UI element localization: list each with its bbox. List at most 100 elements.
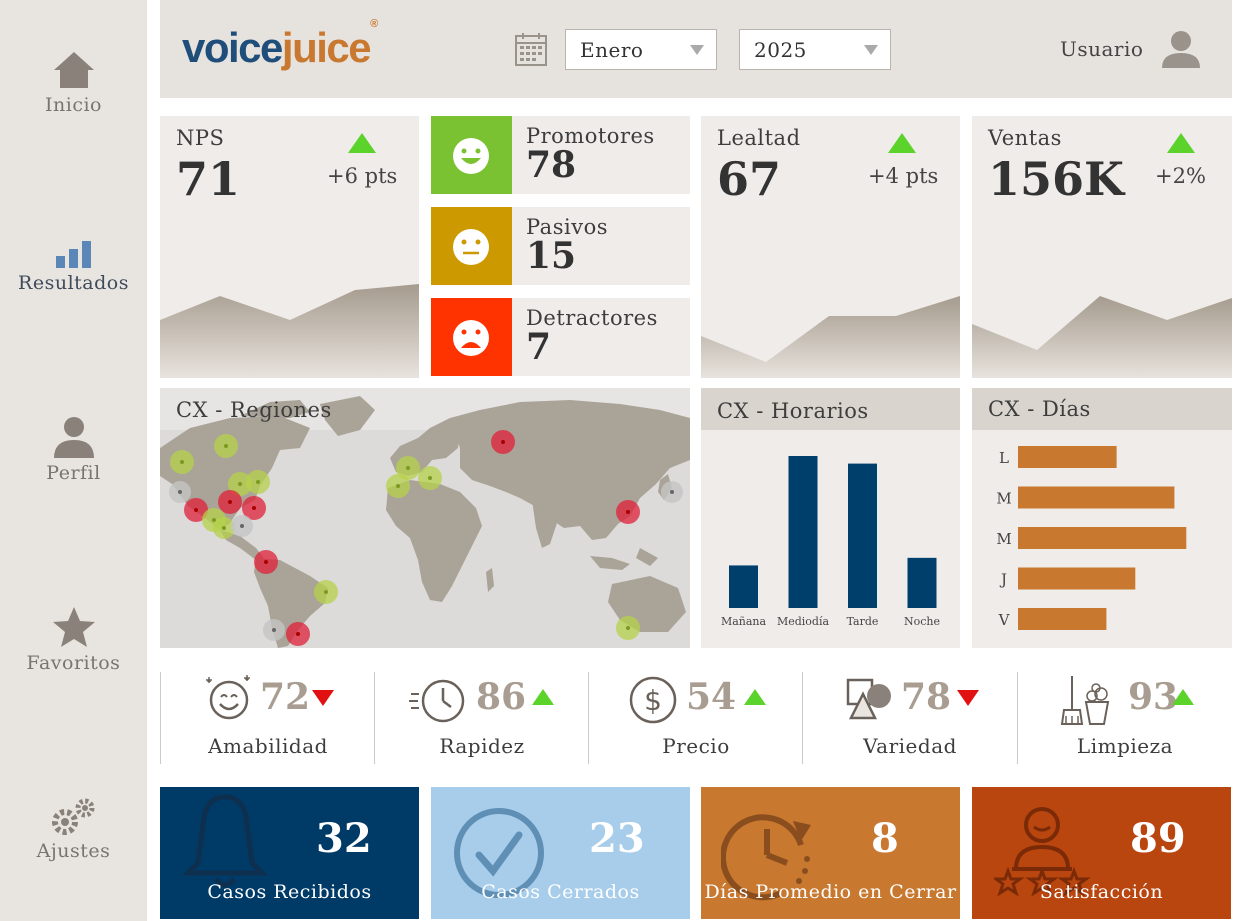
ventas-card[interactable]: Ventas 156K +2%	[972, 116, 1232, 378]
detractores-row[interactable]: Detractores 7	[431, 298, 690, 376]
clock-icon	[409, 679, 465, 723]
kpi-title: NPS	[176, 126, 225, 150]
horarios-panel[interactable]: CX - Horarios Mañana Mediodía Tarde Noche	[701, 388, 960, 648]
sidebar-item-inicio[interactable]: Inicio	[0, 50, 147, 116]
world-map	[160, 388, 690, 648]
metric-value: 72	[260, 676, 311, 718]
category-label: Mañana	[721, 615, 767, 628]
bar-day-3[interactable]	[1018, 567, 1136, 590]
star-icon	[52, 607, 95, 647]
happy-face-icon	[453, 138, 489, 174]
bar-day-4[interactable]	[1018, 608, 1107, 630]
kpi-title: Lealtad	[717, 126, 801, 150]
trend-up-icon	[532, 689, 554, 705]
category-label: Noche	[904, 615, 940, 628]
sidebar: Inicio Resultados Perfil Favoritos Ajust…	[0, 0, 147, 921]
tile-dias-promedio[interactable]: 8 Días Promedio en Cerrar	[701, 787, 960, 919]
pasivos-swatch	[431, 207, 512, 285]
np-label: Promotores	[526, 124, 655, 148]
nps-sparkline	[160, 284, 419, 378]
bar-chart-icon	[55, 241, 91, 268]
sidebar-item-label: Inicio	[45, 94, 102, 116]
bar-day-1[interactable]	[1018, 486, 1175, 509]
panel-title: CX - Regiones	[176, 398, 332, 422]
np-value: 78	[526, 144, 577, 186]
bar-mediodía[interactable]	[788, 456, 818, 608]
month-select[interactable]: Enero	[565, 29, 717, 70]
metric-value: 93	[1128, 676, 1179, 718]
svg-text:$: $	[644, 684, 662, 717]
dollar-icon: $	[629, 676, 677, 724]
user-icon	[53, 417, 94, 458]
np-value: 7	[526, 326, 552, 368]
day-label: J	[999, 571, 1007, 589]
panel-title: CX - Días	[988, 397, 1091, 421]
sad-face-icon	[453, 320, 489, 356]
dias-chart: L M M J V	[996, 446, 1187, 630]
metric-value: 78	[901, 676, 952, 718]
day-label: M	[996, 490, 1011, 508]
gears-icon	[51, 798, 94, 835]
np-label: Pasivos	[526, 215, 608, 239]
tile-casos-cerrados[interactable]: 23 Casos Cerrados	[431, 787, 690, 919]
panel-title: CX - Horarios	[717, 399, 869, 423]
metric-rapidez[interactable]: 86 Rapidez	[374, 672, 588, 764]
tile-label: Días Promedio en Cerrar	[704, 881, 957, 903]
nps-card[interactable]: NPS 71 +6 pts	[160, 116, 419, 378]
regions-map-panel[interactable]: CX - Regiones	[160, 388, 690, 648]
trend-up-icon	[744, 689, 766, 705]
tile-value: 89	[1130, 815, 1186, 862]
metric-label: Variedad	[863, 734, 957, 758]
chevron-down-icon	[690, 45, 704, 55]
tile-value: 32	[316, 815, 372, 862]
bar-day-2[interactable]	[1018, 527, 1187, 549]
metric-amabilidad[interactable]: 72 Amabilidad	[160, 672, 374, 764]
metric-label: Limpieza	[1076, 734, 1174, 758]
top-header: voicejuice® Enero 2025 Usuario	[160, 0, 1232, 98]
neutral-face-icon	[453, 229, 489, 265]
trend-down-icon	[957, 690, 979, 706]
metric-label: Precio	[662, 734, 730, 758]
year-select[interactable]: 2025	[739, 29, 891, 70]
trend-up-icon	[1172, 689, 1194, 705]
shapes-icon	[846, 678, 891, 720]
bar-day-0[interactable]	[1018, 446, 1117, 468]
metric-variedad[interactable]: 78 Variedad	[802, 672, 1016, 764]
clock-arrow-icon	[721, 814, 811, 901]
metric-precio[interactable]: $ 54 Precio	[588, 672, 802, 764]
tile-casos-recibidos[interactable]: 32 Casos Recibidos	[160, 787, 419, 919]
metric-label: Rapidez	[439, 734, 525, 758]
tile-label: Casos Cerrados	[481, 881, 640, 903]
bar-mañana[interactable]	[729, 565, 758, 608]
bar-noche[interactable]	[907, 557, 937, 608]
metric-limpieza[interactable]: 93 Limpieza	[1017, 672, 1231, 764]
metric-value: 86	[476, 676, 527, 718]
bar-tarde[interactable]	[848, 463, 877, 608]
day-label: L	[999, 449, 1009, 467]
sidebar-item-ajustes[interactable]: Ajustes	[0, 796, 147, 862]
kpi-value: 71	[176, 152, 241, 206]
day-label: M	[996, 530, 1011, 548]
metric-label: Amabilidad	[208, 734, 328, 758]
category-label: Tarde	[847, 615, 879, 628]
sidebar-item-perfil[interactable]: Perfil	[0, 414, 147, 484]
metric-value: 54	[686, 676, 737, 718]
home-icon	[53, 52, 94, 88]
trend-up-icon	[1167, 133, 1195, 153]
kpi-title: Ventas	[988, 126, 1062, 150]
user-avatar-icon[interactable]	[1160, 28, 1202, 70]
dias-panel[interactable]: CX - Días L M M J V	[972, 388, 1232, 648]
sidebar-item-label: Ajustes	[36, 840, 111, 862]
panel-header	[701, 388, 960, 430]
calendar-icon[interactable]	[515, 32, 547, 66]
brand-logo[interactable]: voicejuice®	[182, 18, 378, 71]
sidebar-item-favoritos[interactable]: Favoritos	[0, 606, 147, 674]
user-label[interactable]: Usuario	[1060, 37, 1144, 61]
pasivos-row[interactable]: Pasivos 15	[431, 207, 690, 285]
lealtad-card[interactable]: Lealtad 67 +4 pts	[701, 116, 960, 378]
trend-up-icon	[348, 133, 376, 153]
promotores-row[interactable]: Promotores 78	[431, 116, 690, 194]
sidebar-item-resultados[interactable]: Resultados	[0, 238, 147, 294]
cleaning-icon	[1060, 676, 1110, 725]
tile-satisfaccion[interactable]: 89 Satisfacción	[972, 787, 1231, 919]
